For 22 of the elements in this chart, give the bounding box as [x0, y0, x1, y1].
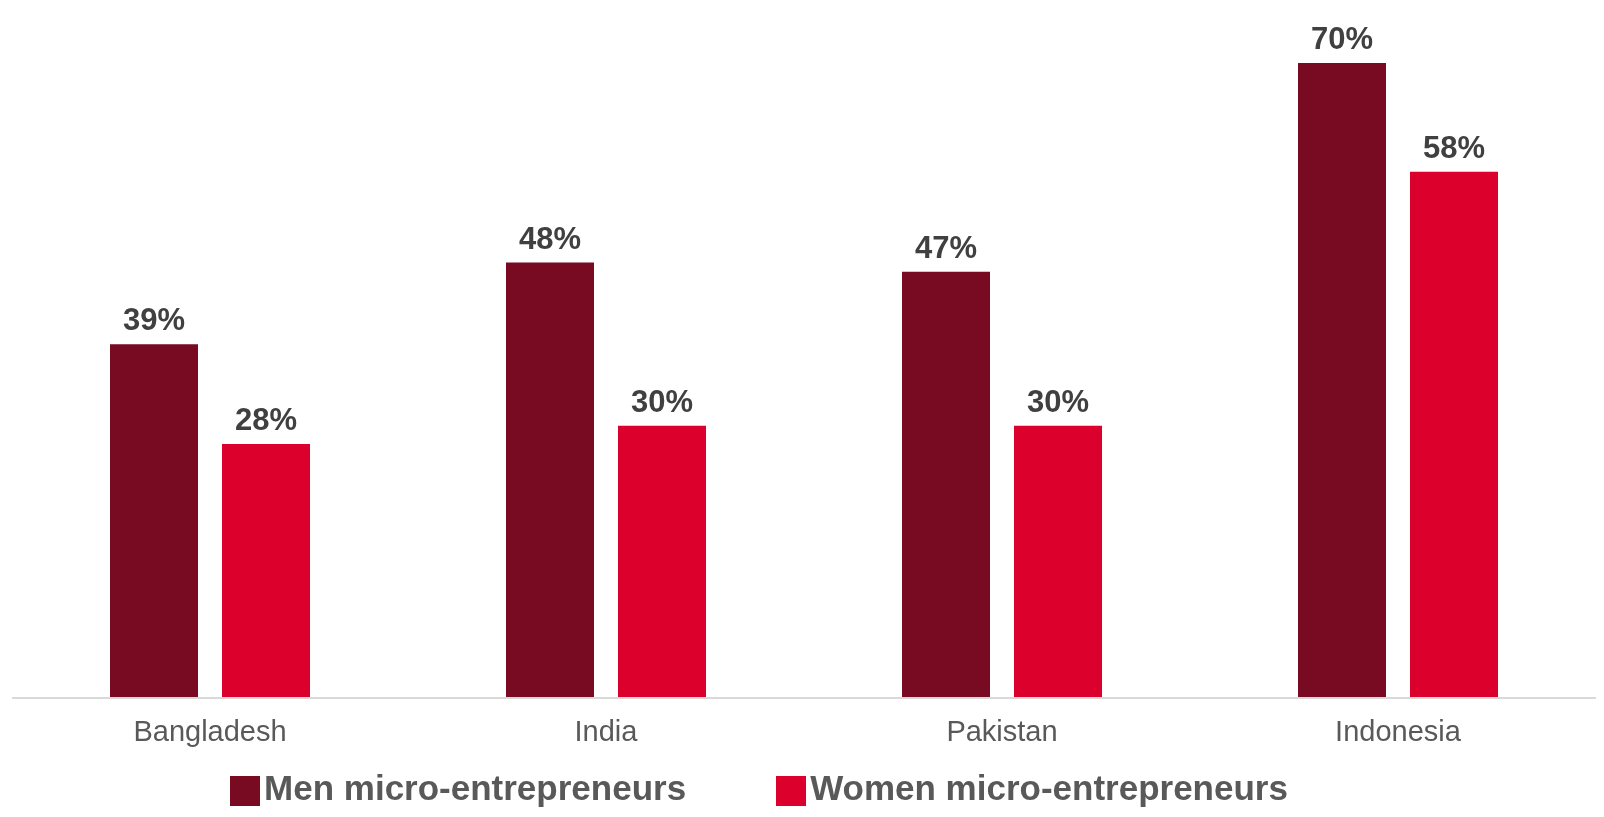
x-tick-label: Bangladesh — [133, 714, 287, 747]
data-label: 30% — [630, 383, 694, 419]
bar — [506, 262, 594, 698]
bar — [1298, 63, 1386, 698]
data-label: 70% — [1310, 21, 1374, 56]
bar — [902, 271, 990, 698]
data-label: 47% — [914, 229, 978, 265]
bar — [1410, 171, 1498, 698]
data-label: 30% — [1026, 383, 1090, 419]
bar — [222, 444, 310, 698]
data-label: 58% — [1422, 129, 1486, 165]
data-label: 28% — [234, 402, 298, 437]
legend-label: Men micro-entrepreneurs — [264, 768, 687, 807]
data-label: 39% — [122, 302, 186, 338]
bar — [110, 344, 198, 698]
x-tick-label: Indonesia — [1335, 714, 1462, 747]
bar — [618, 425, 706, 698]
x-tick-label: Pakistan — [946, 714, 1058, 747]
legend-label: Women micro-entrepreneurs — [810, 768, 1288, 807]
data-label: 48% — [518, 220, 582, 256]
bar — [1014, 425, 1102, 698]
x-tick-label: India — [574, 714, 639, 747]
